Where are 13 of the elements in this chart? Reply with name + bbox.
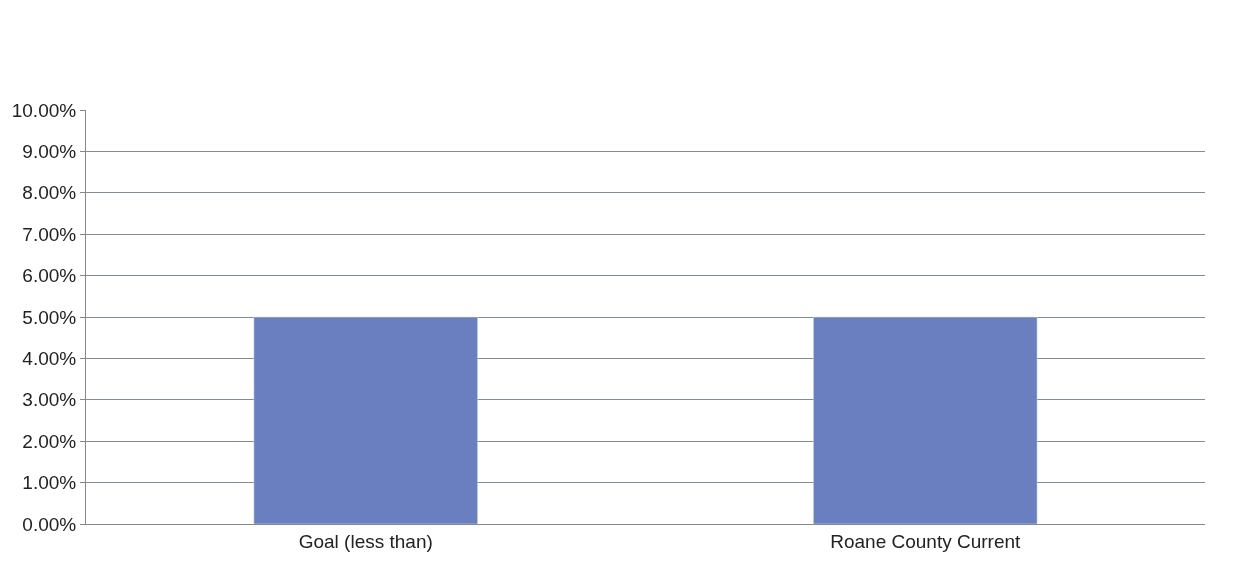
x-tick-label: Goal (less than) (298, 530, 433, 552)
y-tick-label: 1.00% (22, 472, 77, 494)
y-tick-label: 8.00% (22, 182, 77, 204)
y-tick-label: 9.00% (22, 141, 77, 163)
y-tick-label: 2.00% (22, 430, 77, 452)
y-tick-label: 5.00% (22, 306, 77, 328)
y-tick-label: 0.00% (22, 513, 77, 535)
y-tick-label: 10.00% (11, 99, 77, 121)
x-tick-label: Roane County Current (830, 530, 1022, 552)
y-tick-label: 7.00% (22, 223, 77, 245)
y-tick-label: 4.00% (22, 348, 77, 370)
y-tick-label: 3.00% (22, 389, 77, 411)
y-tick-label: 6.00% (22, 265, 77, 287)
